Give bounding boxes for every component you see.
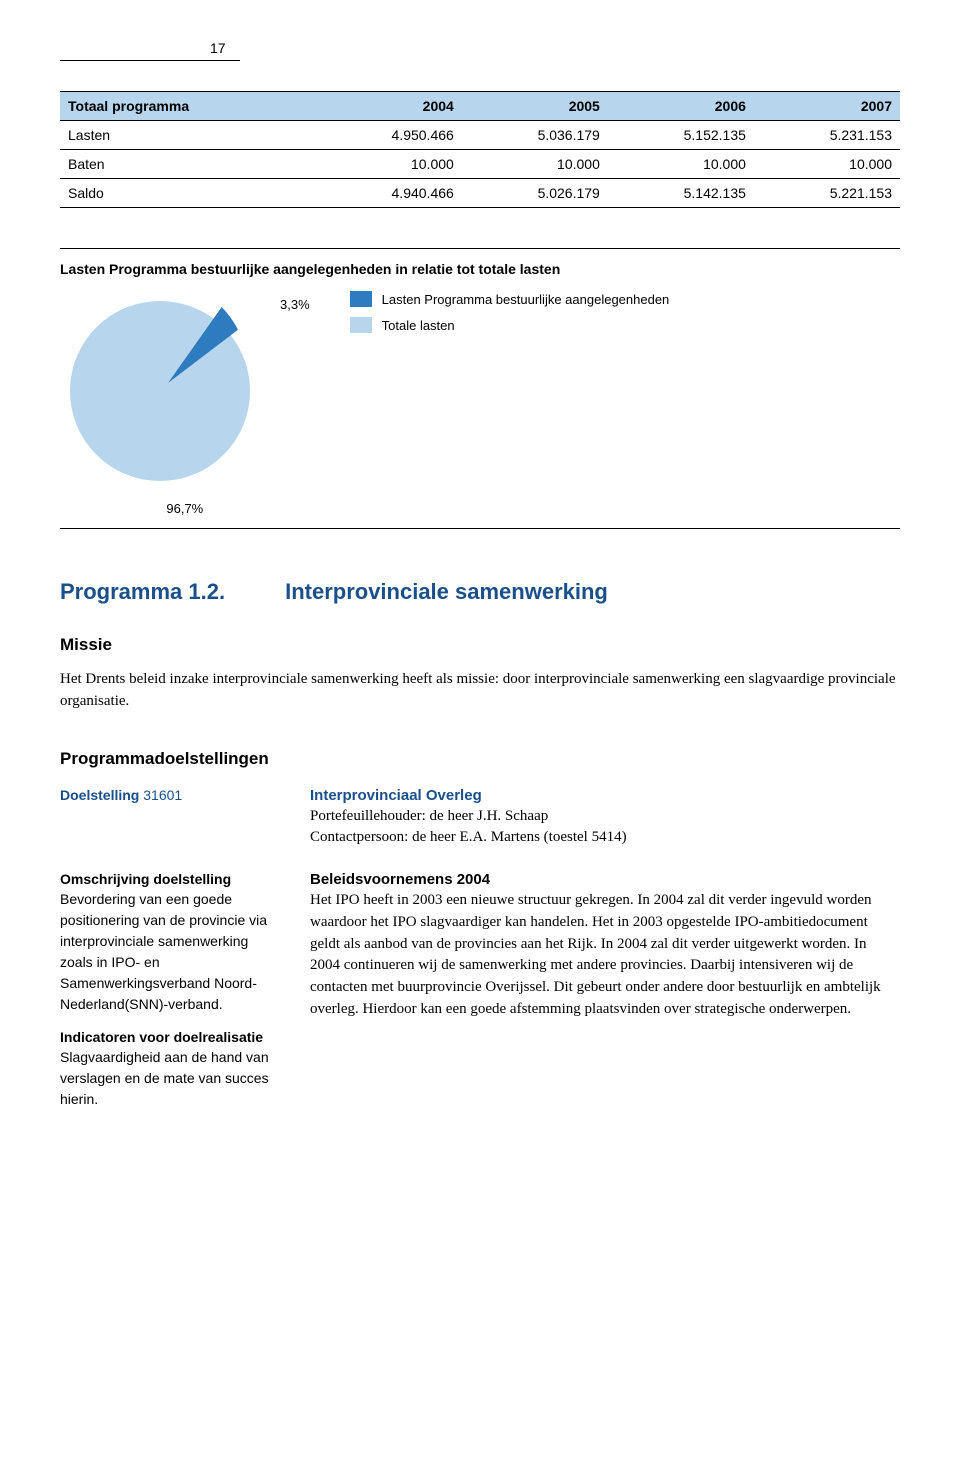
top-rule [60, 60, 240, 61]
doelstelling-left: Doelstelling 31601 [60, 787, 270, 850]
doelstelling-label: Doelstelling [60, 787, 139, 803]
table-row: Saldo 4.940.466 5.026.179 5.142.135 5.22… [60, 179, 900, 208]
programma-code: Programma 1.2. [60, 579, 225, 605]
legend-swatch [350, 291, 372, 307]
td: 5.221.153 [754, 179, 900, 208]
th: Totaal programma [60, 92, 316, 121]
pie-chart [60, 291, 260, 491]
doelstelling-code: 31601 [143, 787, 182, 803]
table-row: Lasten 4.950.466 5.036.179 5.152.135 5.2… [60, 121, 900, 150]
programmadoel-heading: Programmadoelstellingen [60, 749, 900, 769]
table-header-row: Totaal programma 2004 2005 2006 2007 [60, 92, 900, 121]
td: 10.000 [316, 150, 462, 179]
beleid-heading: Beleidsvoornemens 2004 [310, 871, 900, 888]
legend-label: Totale lasten [382, 318, 455, 333]
td: 5.231.153 [754, 121, 900, 150]
td: 5.142.135 [608, 179, 754, 208]
td: 10.000 [754, 150, 900, 179]
table-row: Baten 10.000 10.000 10.000 10.000 [60, 150, 900, 179]
pie-wrapper: 3,3% 96,7% [60, 291, 310, 516]
chart-section: Lasten Programma bestuurlijke aangelegen… [60, 248, 900, 529]
td: Saldo [60, 179, 316, 208]
td: Lasten [60, 121, 316, 150]
legend-swatch [350, 317, 372, 333]
beleid-body: Het IPO heeft in 2003 een nieuwe structu… [310, 890, 900, 1021]
slice-pct-small: 3,3% [280, 297, 310, 312]
left-column: Omschrijving doelstelling Bevordering va… [60, 871, 270, 1110]
th: 2007 [754, 92, 900, 121]
programma-heading: Programma 1.2. Interprovinciale samenwer… [60, 579, 900, 605]
chart-title: Lasten Programma bestuurlijke aangelegen… [60, 261, 900, 277]
omschrijving-heading: Omschrijving doelstelling [60, 871, 270, 887]
missie-heading: Missie [60, 635, 900, 655]
omschrijving-body: Bevordering van een goede positionering … [60, 889, 270, 1015]
programma-title: Interprovinciale samenwerking [285, 579, 608, 605]
legend-item: Totale lasten [350, 317, 670, 333]
td: 5.036.179 [462, 121, 608, 150]
contactpersoon: Contactpersoon: de heer E.A. Martens (to… [310, 827, 900, 849]
th: 2006 [608, 92, 754, 121]
page-number: 17 [210, 40, 900, 56]
td: 10.000 [462, 150, 608, 179]
slice-pct-large: 96,7% [60, 501, 310, 516]
doelstelling-right: Interprovinciaal Overleg Portefeuillehou… [310, 787, 900, 850]
td: 10.000 [608, 150, 754, 179]
th: 2005 [462, 92, 608, 121]
doelstelling-title: Interprovinciaal Overleg [310, 787, 900, 804]
td: 4.940.466 [316, 179, 462, 208]
td: 5.026.179 [462, 179, 608, 208]
right-column: Beleidsvoornemens 2004 Het IPO heeft in … [310, 871, 900, 1110]
td: 4.950.466 [316, 121, 462, 150]
td: 5.152.135 [608, 121, 754, 150]
portefeuille: Portefeuillehouder: de heer J.H. Schaap [310, 806, 900, 828]
chart-legend: Lasten Programma bestuurlijke aangelegen… [350, 291, 670, 343]
legend-item: Lasten Programma bestuurlijke aangelegen… [350, 291, 670, 307]
indicatoren-heading: Indicatoren voor doelrealisatie [60, 1029, 270, 1045]
chart-bottom-rule [60, 528, 900, 529]
missie-body: Het Drents beleid inzake interprovincial… [60, 669, 900, 713]
th: 2004 [316, 92, 462, 121]
td: Baten [60, 150, 316, 179]
legend-label: Lasten Programma bestuurlijke aangelegen… [382, 292, 670, 307]
budget-table: Totaal programma 2004 2005 2006 2007 Las… [60, 91, 900, 208]
indicatoren-body: Slagvaardigheid aan de hand van verslage… [60, 1047, 270, 1110]
